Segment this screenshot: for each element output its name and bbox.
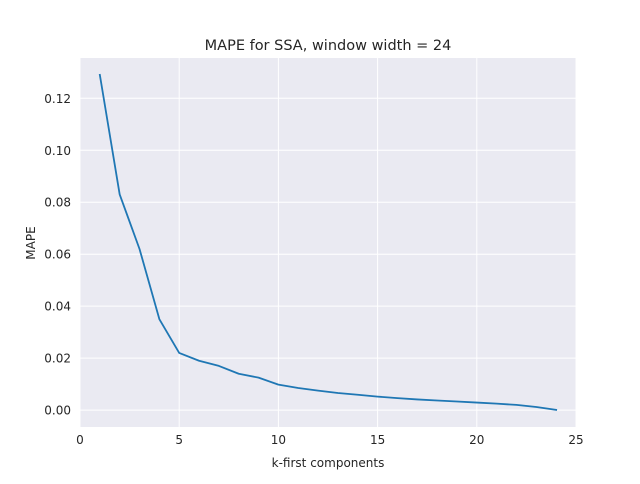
- y-tick-label: 0.12: [44, 92, 71, 106]
- x-tick-label: 0: [76, 433, 84, 447]
- y-tick-label: 0.08: [44, 196, 71, 210]
- x-tick-label: 15: [370, 433, 385, 447]
- y-tick-label: 0.04: [44, 300, 71, 314]
- x-tick-label: 20: [469, 433, 484, 447]
- y-tick-label: 0.02: [44, 352, 71, 366]
- chart-title: MAPE for SSA, window width = 24: [205, 38, 452, 54]
- y-axis-ticks: 0.00 0.02 0.04 0.06 0.08 0.10 0.12: [44, 92, 71, 418]
- y-tick-label: 0.00: [44, 404, 71, 418]
- plot-area: [80, 58, 576, 427]
- x-tick-label: 25: [568, 433, 583, 447]
- series-line: [98, 73, 558, 411]
- y-axis-label: MAPE: [24, 226, 38, 259]
- y-tick-label: 0.06: [44, 248, 71, 262]
- x-tick-label: 10: [271, 433, 286, 447]
- grid-lines: [79, 58, 577, 427]
- x-axis-ticks: 0 5 10 15 20 25: [76, 433, 583, 447]
- x-tick-label: 5: [175, 433, 183, 447]
- series-layer: [98, 73, 558, 411]
- x-axis-label: k-first components: [272, 456, 385, 470]
- y-tick-label: 0.10: [44, 144, 71, 158]
